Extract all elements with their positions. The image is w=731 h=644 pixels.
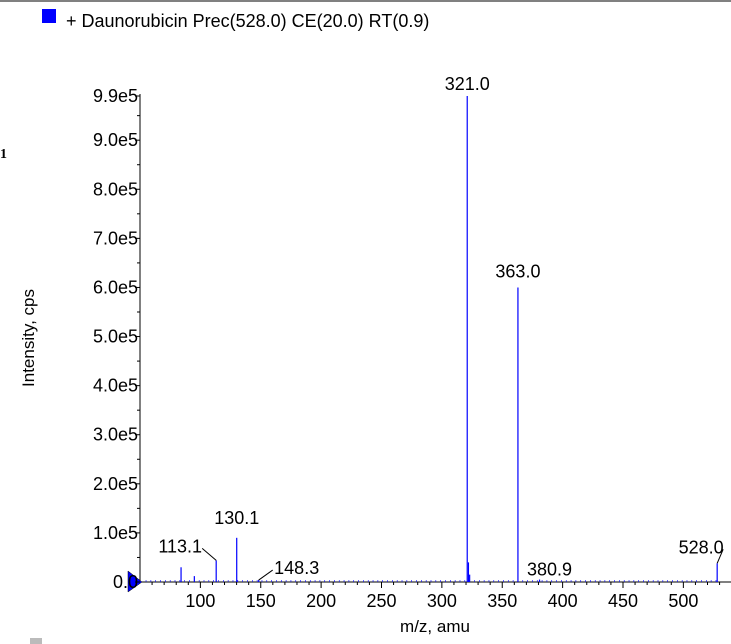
- peak-label-leader: [258, 569, 273, 581]
- x-tick-label: 350: [487, 591, 517, 611]
- peak-label: 148.3: [274, 558, 319, 578]
- side-mark: 1: [0, 147, 7, 162]
- peak-label: 528.0: [679, 537, 724, 557]
- legend-swatch: [42, 9, 56, 23]
- y-tick-label: 8.0e5: [93, 179, 138, 199]
- legend-swatch-partial: [30, 638, 42, 644]
- y-axis-title: Intensity, cps: [19, 289, 38, 387]
- x-tick-label: 450: [608, 591, 638, 611]
- x-axis-title: m/z, amu: [400, 617, 470, 636]
- y-tick-label: 2.0e5: [93, 474, 138, 494]
- y-tick-label: 6.0e5: [93, 277, 138, 297]
- peak-label: 130.1: [214, 508, 259, 528]
- y-ticks: 0.0 1.0e5 2.0e5 3.0e5 4.0e5 5.0e5 6.0e5 7.0e5 8.…: [93, 86, 140, 592]
- peak-labels: 113.1 130.1 148.3 321.0 363.0 380.9 528.0: [158, 74, 724, 581]
- x-tick-label: 200: [306, 591, 336, 611]
- y-tick-label: 0.0: [113, 572, 138, 592]
- x-tick-label: 150: [246, 591, 276, 611]
- y-tick-label: 1.0e5: [93, 523, 138, 543]
- peak-label: 380.9: [527, 560, 572, 580]
- peak-label-leader: [201, 548, 217, 561]
- x-tick-label: 100: [185, 591, 215, 611]
- x-ticks: 100 150 200 250 300 350 400 450 500: [151, 582, 721, 611]
- x-tick-label: 500: [668, 591, 698, 611]
- y-tick-label: 5.0e5: [93, 327, 138, 347]
- x-tick-label: 300: [427, 591, 457, 611]
- y-tick-label: 7.0e5: [93, 228, 138, 248]
- x-tick-label: 400: [548, 591, 578, 611]
- legend-label: + Daunorubicin Prec(528.0) CE(20.0) RT(0…: [66, 11, 429, 31]
- peak-label: 113.1: [158, 536, 202, 556]
- x-tick-label: 250: [366, 591, 396, 611]
- peak-label: 363.0: [495, 261, 540, 281]
- y-tick-label: 4.0e5: [93, 376, 138, 396]
- spectrum-peaks: [145, 96, 718, 582]
- y-tick-label: 9.0e5: [93, 130, 138, 150]
- y-tick-label: 3.0e5: [93, 425, 138, 445]
- peak-label: 321.0: [445, 74, 490, 94]
- y-tick-label: 9.9e5: [93, 86, 138, 106]
- peak-label-leader: [716, 549, 724, 564]
